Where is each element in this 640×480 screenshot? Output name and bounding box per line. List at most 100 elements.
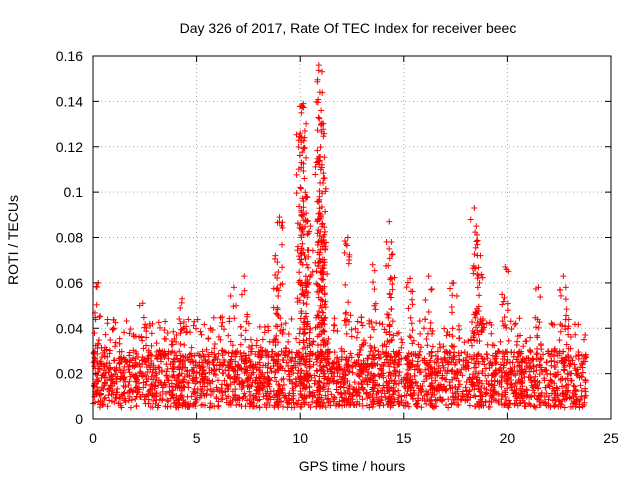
- data-point: [332, 315, 338, 321]
- data-point: [422, 316, 428, 322]
- data-point: [388, 294, 394, 300]
- data-point-peak: [388, 239, 394, 245]
- data-point: [208, 392, 214, 398]
- data-point-peak: [308, 223, 314, 229]
- data-point: [421, 325, 427, 331]
- y-axis-label: ROTI / TECUs: [5, 195, 21, 285]
- data-point: [478, 271, 484, 277]
- data-point: [349, 327, 355, 333]
- data-point: [372, 268, 378, 274]
- data-point: [450, 325, 456, 331]
- data-point: [350, 363, 356, 369]
- data-point: [428, 320, 434, 326]
- data-points: [90, 62, 589, 411]
- data-point-peak: [451, 280, 457, 286]
- data-point: [553, 364, 559, 370]
- data-point: [318, 144, 324, 150]
- data-point: [297, 184, 303, 190]
- data-point: [143, 343, 149, 349]
- data-point: [164, 368, 170, 374]
- data-point: [409, 320, 415, 326]
- data-point: [149, 352, 155, 358]
- data-point-peak: [276, 214, 282, 220]
- data-point: [296, 269, 302, 275]
- data-point: [461, 339, 467, 345]
- data-point: [429, 331, 435, 337]
- data-point: [197, 329, 203, 335]
- data-point: [170, 329, 176, 335]
- data-point: [249, 349, 255, 355]
- x-tick-label: 15: [396, 430, 412, 446]
- x-tick-label: 25: [603, 430, 619, 446]
- data-point: [407, 333, 413, 339]
- data-point-peak: [426, 273, 432, 279]
- data-point: [505, 307, 511, 313]
- data-point: [537, 294, 543, 300]
- data-point: [345, 299, 351, 305]
- y-tick-label: 0.1: [64, 184, 84, 200]
- data-point: [149, 343, 155, 349]
- data-point: [104, 320, 110, 326]
- data-point: [275, 269, 281, 275]
- data-point: [243, 327, 249, 333]
- data-point: [316, 115, 322, 121]
- data-point: [342, 311, 348, 317]
- data-point: [371, 286, 377, 292]
- data-point-peak: [301, 176, 307, 182]
- data-point: [456, 335, 462, 341]
- data-point: [156, 319, 162, 325]
- data-point: [423, 401, 429, 407]
- data-point: [368, 334, 374, 340]
- data-point: [484, 351, 490, 357]
- data-point: [279, 242, 285, 248]
- data-point: [238, 332, 244, 338]
- data-point: [565, 371, 571, 377]
- data-point: [94, 284, 100, 290]
- data-point: [417, 318, 423, 324]
- data-point: [429, 286, 435, 292]
- data-point: [314, 148, 320, 154]
- data-point: [449, 309, 455, 315]
- data-point: [551, 403, 557, 409]
- data-point: [184, 329, 190, 335]
- data-point: [398, 336, 404, 342]
- data-point: [373, 320, 379, 326]
- data-point-peak: [386, 219, 392, 225]
- data-point: [298, 186, 304, 192]
- data-point: [490, 342, 496, 348]
- data-point: [238, 342, 244, 348]
- data-point: [332, 323, 338, 329]
- data-point: [322, 209, 328, 215]
- data-point: [239, 292, 245, 298]
- y-tick-label: 0.02: [56, 366, 83, 382]
- data-point: [558, 293, 564, 299]
- data-point: [96, 337, 102, 343]
- data-point: [97, 313, 103, 319]
- data-point: [117, 336, 123, 342]
- data-point: [475, 284, 481, 290]
- data-point: [438, 356, 444, 362]
- data-point: [451, 349, 457, 355]
- data-point: [126, 330, 132, 336]
- data-point: [371, 344, 377, 350]
- data-point: [516, 315, 522, 321]
- data-point: [276, 383, 282, 389]
- data-point: [548, 320, 554, 326]
- data-point: [509, 326, 515, 332]
- data-point: [260, 336, 266, 342]
- data-point: [544, 359, 550, 365]
- data-point: [217, 337, 223, 343]
- data-point: [312, 172, 318, 178]
- data-point: [303, 155, 309, 161]
- data-point: [304, 301, 310, 307]
- data-point-peak: [231, 284, 237, 290]
- data-point: [375, 348, 381, 354]
- data-point: [149, 330, 155, 336]
- data-point: [534, 350, 540, 356]
- data-point: [307, 327, 313, 333]
- data-point: [289, 316, 295, 322]
- data-point: [491, 343, 497, 349]
- data-point: [379, 321, 385, 327]
- data-point: [141, 315, 147, 321]
- data-point: [358, 314, 364, 320]
